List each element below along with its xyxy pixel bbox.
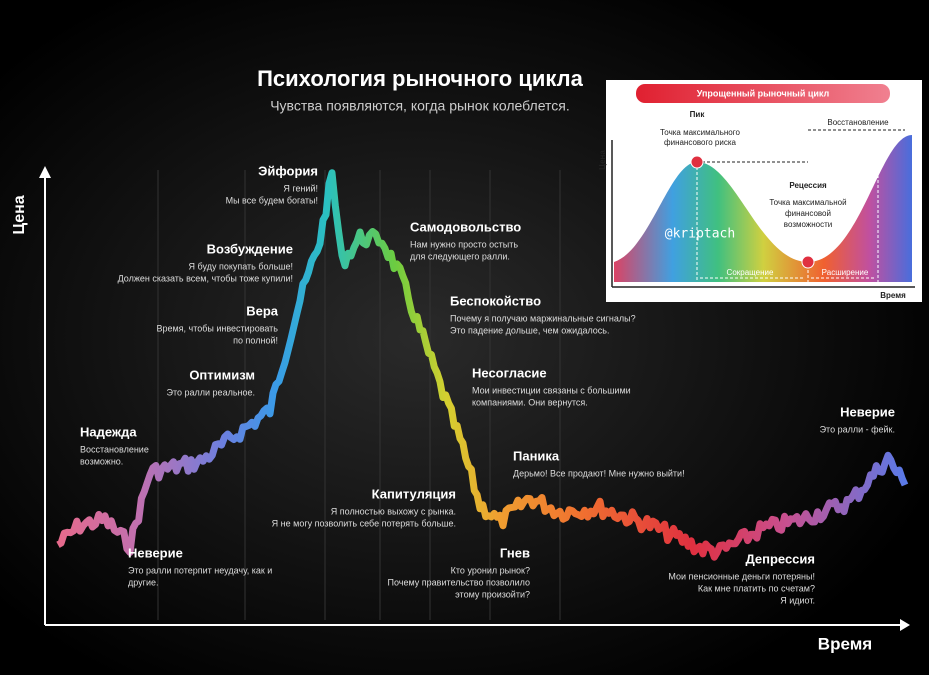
- stage-note: Мои инвестиции связаны с большими: [472, 385, 631, 395]
- y-arrow: [39, 166, 51, 178]
- recession-note: Точка максимальной: [769, 198, 846, 207]
- stage-note: этому произойти?: [455, 589, 530, 599]
- peak-dot: [690, 155, 704, 169]
- stage-name: Надежда: [80, 424, 137, 439]
- stage-note: по полной!: [233, 335, 278, 345]
- stage-note: Я полностью выхожу с рынка.: [331, 506, 456, 516]
- stage-note: Дерьмо! Все продают! Мне нужно выйти!: [513, 468, 685, 478]
- inset-curve: [614, 135, 912, 282]
- stage-note: возможно.: [80, 456, 123, 466]
- stage-note: Мы все будем богаты!: [226, 195, 318, 205]
- subtitle: Чувства появляются, когда рынок колеблет…: [270, 98, 570, 114]
- recession-note: возможности: [784, 220, 832, 229]
- stage-name: Депрессия: [745, 551, 815, 566]
- stage-note: Это падение дольше, чем ожидалось.: [450, 325, 610, 335]
- price-line: [56, 169, 909, 561]
- inset-x-label: Время: [880, 291, 906, 300]
- stage-note: Я идиот.: [780, 595, 815, 605]
- stage-name: Неверие: [840, 404, 895, 419]
- stage-note: Время, чтобы инвестировать: [156, 323, 278, 333]
- stage-note: Я буду покупать больше!: [189, 261, 293, 271]
- watermark: @kriptach: [665, 227, 735, 242]
- stage-note: Я гений!: [283, 183, 318, 193]
- recession-label: Рецессия: [789, 181, 827, 190]
- stage-name: Оптимизм: [189, 367, 255, 382]
- contraction-label: Сокращение: [727, 268, 774, 277]
- stage-name: Беспокойство: [450, 293, 541, 308]
- stage-name: Гнев: [500, 545, 530, 560]
- recession-note: финансовой: [785, 209, 831, 218]
- stage-note: Мои пенсионные деньги потеряны!: [668, 571, 815, 581]
- stage-name: Возбуждение: [207, 241, 293, 256]
- inset-banner: [636, 84, 890, 103]
- expansion-label: Расширение: [822, 268, 869, 277]
- recovery-label: Восстановление: [827, 118, 889, 127]
- stage-note: Почему правительство позволило: [388, 577, 530, 587]
- stage-name: Несогласие: [472, 365, 547, 380]
- stage-note: Почему я получаю маржинальные сигналы?: [450, 313, 636, 323]
- inset-y-label: Цена: [598, 150, 607, 170]
- stage-note: компаниями. Они вернутся.: [472, 397, 588, 407]
- stage-note: Восстановление: [80, 444, 149, 454]
- stage-note: Должен сказать всем, чтобы тоже купили!: [118, 273, 293, 283]
- stage-note: другие.: [128, 577, 158, 587]
- stage-note: Как мне платить по счетам?: [698, 583, 815, 593]
- stage-name: Самодовольство: [410, 219, 521, 234]
- x-label: Время: [818, 634, 872, 653]
- stage-note: Нам нужно просто остыть: [410, 239, 518, 249]
- x-arrow: [900, 619, 910, 631]
- trough-dot: [801, 255, 815, 269]
- title: Психология рыночного цикла: [257, 66, 584, 91]
- stage-name: Эйфория: [258, 163, 318, 178]
- stage-name: Неверие: [128, 545, 183, 560]
- inset: Упрощенный рыночный цикл Пик Точка макси…: [598, 80, 922, 302]
- stage-note: для следующего ралли.: [410, 251, 510, 261]
- stage-note: Это ралли - фейк.: [820, 424, 895, 434]
- stage-labels: Эйфория Я гений! Мы все будем богаты! Возбу…: [80, 163, 895, 605]
- stage-note: Это ралли потерпит неудачу, как и: [128, 565, 272, 575]
- stage-name: Капитуляция: [372, 486, 456, 501]
- stage-note: Кто уронил рынок?: [451, 565, 530, 575]
- peak-label: Пик: [690, 110, 706, 119]
- stage-name: Вера: [246, 303, 279, 318]
- stage-name: Паника: [513, 448, 560, 463]
- inset-title: Упрощенный рыночный цикл: [697, 88, 830, 98]
- peak-note: Точка максимального: [660, 128, 740, 137]
- stage-note: Я не могу позволить себе потерять больше…: [272, 518, 456, 528]
- y-label: Цена: [11, 195, 28, 234]
- stage-note: Это ралли реальное.: [167, 387, 255, 397]
- peak-note: финансового риска: [664, 138, 736, 147]
